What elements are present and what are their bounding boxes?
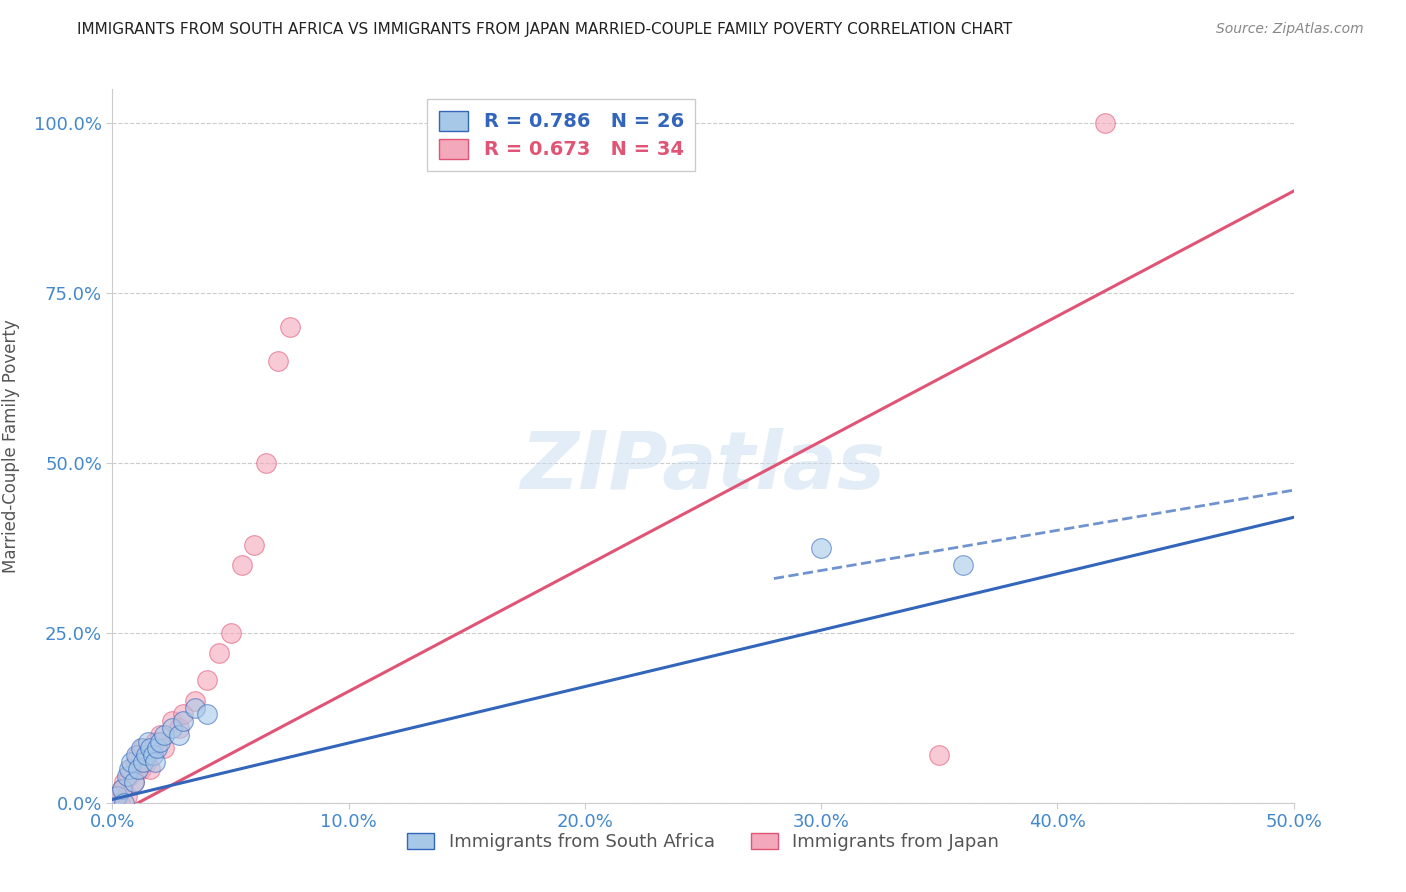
- Y-axis label: Married-Couple Family Poverty: Married-Couple Family Poverty: [3, 319, 20, 573]
- Point: [125, 755, 148, 769]
- Point: [122, 775, 145, 789]
- Point: [115, 789, 138, 803]
- Point: [136, 734, 159, 748]
- Point: [278, 320, 301, 334]
- Point: [143, 734, 166, 748]
- Point: [142, 741, 165, 756]
- Point: [142, 748, 165, 763]
- Point: [254, 456, 277, 470]
- Text: Source: ZipAtlas.com: Source: ZipAtlas.com: [1216, 22, 1364, 37]
- Point: [219, 626, 242, 640]
- Point: [195, 673, 218, 688]
- Point: [132, 741, 155, 756]
- Point: [120, 762, 142, 776]
- Point: [125, 748, 148, 763]
- Point: [153, 728, 176, 742]
- Point: [135, 748, 157, 763]
- Point: [149, 734, 172, 748]
- Point: [105, 789, 128, 803]
- Point: [118, 769, 141, 783]
- Legend: Immigrants from South Africa, Immigrants from Japan: Immigrants from South Africa, Immigrants…: [399, 825, 1007, 858]
- Point: [122, 775, 145, 789]
- Point: [111, 782, 134, 797]
- Point: [108, 796, 131, 810]
- Point: [160, 714, 183, 729]
- Text: IMMIGRANTS FROM SOUTH AFRICA VS IMMIGRANTS FROM JAPAN MARRIED-COUPLE FAMILY POVE: IMMIGRANTS FROM SOUTH AFRICA VS IMMIGRAN…: [77, 22, 1012, 37]
- Point: [952, 558, 974, 572]
- Point: [153, 741, 176, 756]
- Point: [160, 721, 183, 735]
- Point: [112, 796, 135, 810]
- Point: [208, 646, 231, 660]
- Point: [184, 694, 207, 708]
- Point: [127, 748, 149, 763]
- Point: [129, 741, 152, 756]
- Point: [118, 762, 141, 776]
- Point: [195, 707, 218, 722]
- Point: [267, 354, 290, 368]
- Point: [167, 728, 190, 742]
- Point: [928, 748, 950, 763]
- Point: [231, 558, 253, 572]
- Point: [139, 741, 162, 756]
- Point: [135, 755, 157, 769]
- Point: [149, 728, 172, 742]
- Point: [120, 755, 142, 769]
- Point: [115, 769, 138, 783]
- Point: [143, 755, 166, 769]
- Point: [111, 782, 134, 797]
- Point: [167, 721, 190, 735]
- Point: [136, 748, 159, 763]
- Point: [105, 789, 128, 803]
- Point: [112, 775, 135, 789]
- Point: [146, 741, 169, 756]
- Point: [132, 755, 155, 769]
- Point: [1094, 116, 1116, 130]
- Text: ZIPatlas: ZIPatlas: [520, 428, 886, 507]
- Point: [127, 762, 149, 776]
- Point: [172, 714, 194, 729]
- Point: [810, 541, 832, 555]
- Point: [104, 796, 127, 810]
- Point: [139, 762, 162, 776]
- Point: [184, 700, 207, 714]
- Point: [129, 762, 152, 776]
- Point: [243, 537, 266, 551]
- Point: [172, 707, 194, 722]
